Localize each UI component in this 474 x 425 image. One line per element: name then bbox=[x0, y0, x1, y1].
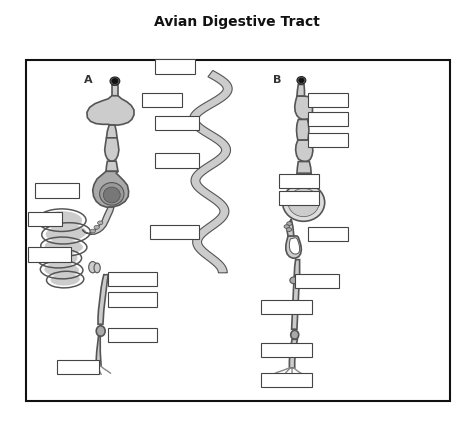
Text: Avian Digestive Tract: Avian Digestive Tract bbox=[154, 15, 320, 29]
Polygon shape bbox=[82, 207, 114, 235]
Polygon shape bbox=[297, 119, 309, 140]
Bar bbox=[262, 373, 312, 388]
Ellipse shape bbox=[288, 188, 319, 217]
Text: B: B bbox=[273, 75, 281, 85]
Polygon shape bbox=[290, 238, 300, 254]
Ellipse shape bbox=[45, 239, 83, 254]
Bar bbox=[308, 93, 348, 108]
Bar bbox=[142, 93, 182, 108]
Bar bbox=[308, 112, 348, 126]
Bar bbox=[262, 343, 312, 357]
Polygon shape bbox=[98, 275, 108, 324]
Bar bbox=[150, 225, 199, 239]
Ellipse shape bbox=[286, 228, 292, 232]
Bar bbox=[108, 328, 157, 343]
Ellipse shape bbox=[98, 221, 103, 225]
Ellipse shape bbox=[51, 274, 80, 286]
Polygon shape bbox=[87, 96, 134, 125]
Polygon shape bbox=[292, 260, 300, 329]
Polygon shape bbox=[106, 161, 118, 171]
Ellipse shape bbox=[90, 229, 95, 233]
Polygon shape bbox=[93, 171, 128, 207]
Ellipse shape bbox=[41, 251, 78, 266]
Ellipse shape bbox=[297, 76, 306, 84]
Bar bbox=[28, 247, 71, 261]
Polygon shape bbox=[286, 236, 301, 258]
Ellipse shape bbox=[299, 78, 304, 82]
Polygon shape bbox=[297, 162, 311, 173]
Polygon shape bbox=[107, 125, 117, 138]
Polygon shape bbox=[96, 336, 101, 366]
Bar bbox=[108, 292, 157, 306]
Text: A: A bbox=[84, 75, 92, 85]
Polygon shape bbox=[105, 138, 119, 161]
Polygon shape bbox=[190, 71, 232, 273]
Bar bbox=[262, 300, 312, 314]
Bar bbox=[57, 360, 100, 374]
Ellipse shape bbox=[103, 187, 120, 203]
Bar bbox=[295, 274, 339, 288]
Ellipse shape bbox=[46, 225, 86, 242]
Bar bbox=[279, 174, 319, 188]
Bar bbox=[279, 191, 319, 205]
Ellipse shape bbox=[41, 211, 82, 229]
Ellipse shape bbox=[94, 225, 100, 229]
Ellipse shape bbox=[89, 261, 97, 273]
Ellipse shape bbox=[96, 326, 105, 336]
Ellipse shape bbox=[283, 184, 325, 221]
Polygon shape bbox=[296, 140, 313, 162]
Ellipse shape bbox=[291, 330, 299, 339]
Polygon shape bbox=[290, 339, 297, 368]
Ellipse shape bbox=[112, 79, 118, 84]
Bar bbox=[155, 153, 199, 167]
Polygon shape bbox=[297, 85, 304, 96]
Bar bbox=[155, 60, 195, 74]
Bar bbox=[155, 116, 199, 130]
Ellipse shape bbox=[284, 225, 290, 229]
Polygon shape bbox=[295, 96, 312, 119]
Bar bbox=[108, 272, 157, 286]
Ellipse shape bbox=[44, 263, 79, 277]
Bar bbox=[308, 133, 348, 147]
Ellipse shape bbox=[287, 222, 292, 225]
Bar bbox=[28, 212, 62, 226]
Ellipse shape bbox=[290, 277, 298, 284]
Ellipse shape bbox=[100, 183, 124, 205]
Bar bbox=[35, 183, 79, 198]
Bar bbox=[308, 227, 348, 241]
Polygon shape bbox=[287, 219, 294, 236]
Polygon shape bbox=[112, 85, 118, 96]
Ellipse shape bbox=[94, 263, 100, 273]
Ellipse shape bbox=[110, 77, 120, 85]
